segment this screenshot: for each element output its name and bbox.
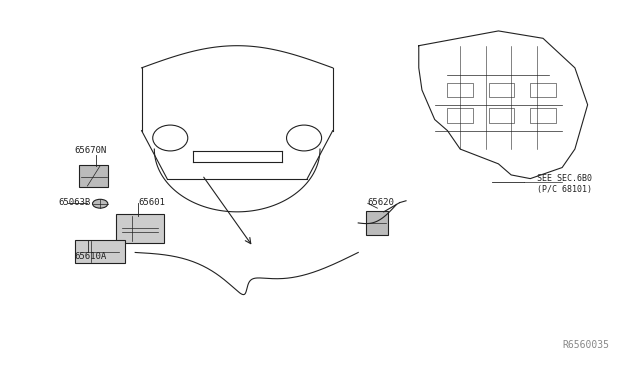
Text: 65670N: 65670N (75, 147, 107, 155)
Bar (447, 83, 473, 97)
Bar (489, 109, 515, 123)
Text: SEE SEC.6B0: SEE SEC.6B0 (537, 174, 591, 183)
Bar (447, 109, 473, 123)
Text: 65610A: 65610A (75, 251, 107, 261)
Circle shape (93, 199, 108, 208)
FancyBboxPatch shape (76, 240, 125, 263)
Text: 65620: 65620 (368, 198, 395, 207)
Text: 65063B: 65063B (59, 198, 91, 207)
FancyBboxPatch shape (116, 214, 164, 243)
FancyBboxPatch shape (79, 164, 108, 187)
FancyBboxPatch shape (366, 211, 388, 235)
Bar (531, 109, 556, 123)
Text: 65601: 65601 (138, 198, 165, 207)
Bar (531, 83, 556, 97)
Text: R6560035: R6560035 (562, 340, 609, 350)
Bar (489, 83, 515, 97)
Text: (P/C 68101): (P/C 68101) (537, 185, 591, 194)
